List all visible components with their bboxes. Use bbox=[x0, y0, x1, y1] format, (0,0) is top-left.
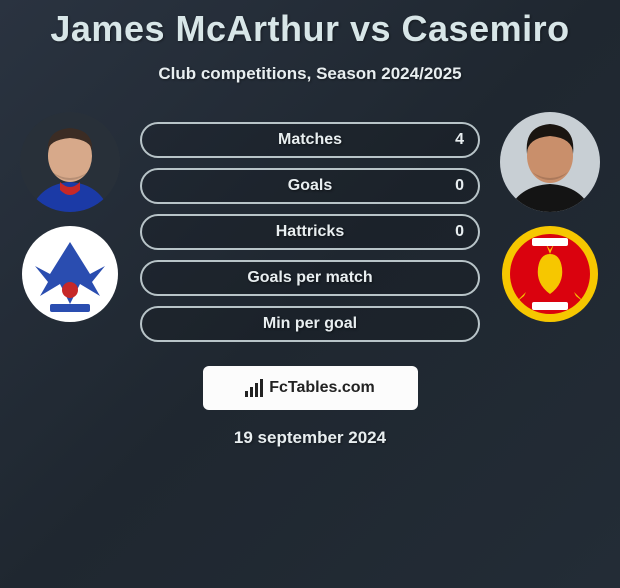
player-right-column bbox=[490, 112, 610, 324]
stat-right-value: 0 bbox=[455, 223, 464, 241]
footer-brand-text: FcTables.com bbox=[269, 379, 375, 397]
stat-row-goals-per-match: Goals per match bbox=[140, 260, 480, 296]
stat-row-min-per-goal: Min per goal bbox=[140, 306, 480, 342]
player-left-avatar-svg bbox=[20, 112, 120, 212]
comparison-row: Matches 4 Goals 0 Hattricks 0 Goals per … bbox=[0, 112, 620, 352]
player-left-crest bbox=[20, 224, 120, 324]
stat-label: Min per goal bbox=[142, 315, 478, 333]
barchart-icon bbox=[245, 379, 263, 397]
crystal-palace-crest-icon bbox=[20, 224, 120, 324]
player-right-avatar-svg bbox=[500, 112, 600, 212]
stats-column: Matches 4 Goals 0 Hattricks 0 Goals per … bbox=[140, 122, 480, 342]
stat-right-value: 0 bbox=[455, 177, 464, 195]
player-left-avatar bbox=[20, 112, 120, 212]
stat-right-value: 4 bbox=[455, 131, 464, 149]
stat-row-goals: Goals 0 bbox=[140, 168, 480, 204]
stat-row-hattricks: Hattricks 0 bbox=[140, 214, 480, 250]
footer-date: 19 september 2024 bbox=[0, 428, 620, 448]
stat-label: Matches bbox=[142, 131, 478, 149]
page-title: James McArthur vs Casemiro bbox=[0, 8, 620, 50]
stat-label: Goals bbox=[142, 177, 478, 195]
stat-label: Hattricks bbox=[142, 223, 478, 241]
player-right-avatar bbox=[500, 112, 600, 212]
player-right-crest bbox=[500, 224, 600, 324]
man-utd-crest-icon bbox=[500, 224, 600, 324]
stat-row-matches: Matches 4 bbox=[140, 122, 480, 158]
footer-brand-badge: FcTables.com bbox=[203, 366, 418, 410]
subtitle: Club competitions, Season 2024/2025 bbox=[0, 64, 620, 84]
stat-label: Goals per match bbox=[142, 269, 478, 287]
player-left-column bbox=[10, 112, 130, 324]
